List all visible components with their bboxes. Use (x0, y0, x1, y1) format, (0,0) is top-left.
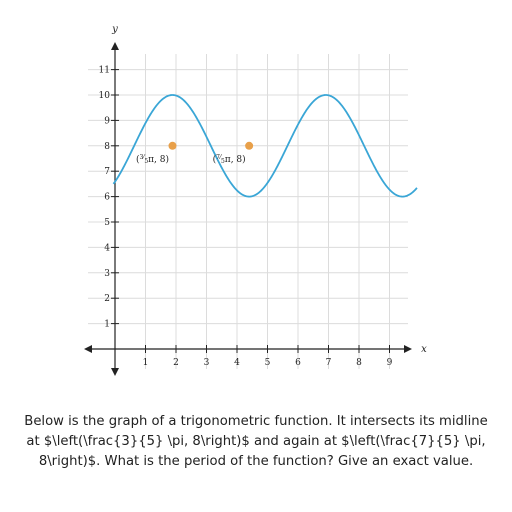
y-tick-label: 5 (104, 218, 110, 228)
x-tick-label: 6 (295, 358, 301, 368)
y-axis-down-arrow (111, 368, 119, 376)
x-axis-left-arrow (84, 345, 92, 353)
grid (88, 54, 408, 369)
y-axis-up-arrow (111, 42, 119, 50)
function-curve (112, 94, 418, 198)
y-tick-label: 6 (104, 193, 110, 203)
x-tick-label: 1 (143, 358, 149, 368)
midline-point-1 (168, 141, 177, 150)
axes: y x (84, 24, 427, 376)
y-tick-label: 7 (104, 167, 110, 177)
y-tick-label: 4 (104, 243, 110, 253)
y-tick-label: 9 (104, 116, 110, 126)
midline-points: (3⁄5π, 8) (7⁄5π, 8) (136, 141, 254, 165)
x-tick-label: 2 (173, 358, 179, 368)
y-tick-label: 10 (99, 91, 111, 101)
midline-point-2 (245, 141, 254, 150)
x-tick-label: 7 (326, 358, 332, 368)
y-tick-label: 3 (104, 269, 110, 279)
x-tick-label: 3 (204, 358, 210, 368)
y-tick-label: 8 (104, 142, 110, 152)
midline-point-label-2: (7⁄5π, 8) (213, 154, 246, 165)
x-axis-right-arrow (404, 345, 412, 353)
y-axis-title: y (111, 24, 118, 35)
y-tick-label: 11 (99, 66, 110, 76)
x-axis-title: x (421, 344, 427, 355)
x-tick-label: 9 (387, 358, 393, 368)
x-tick-label: 4 (234, 358, 240, 368)
y-tick-label: 2 (104, 294, 110, 304)
y-tick-label: 1 (104, 320, 110, 330)
x-tick-label: 5 (265, 358, 271, 368)
x-tick-label: 8 (356, 358, 362, 368)
midline-point-label-1: (3⁄5π, 8) (136, 154, 169, 165)
question-text: Below is the graph of a trigonometric fu… (24, 414, 488, 469)
